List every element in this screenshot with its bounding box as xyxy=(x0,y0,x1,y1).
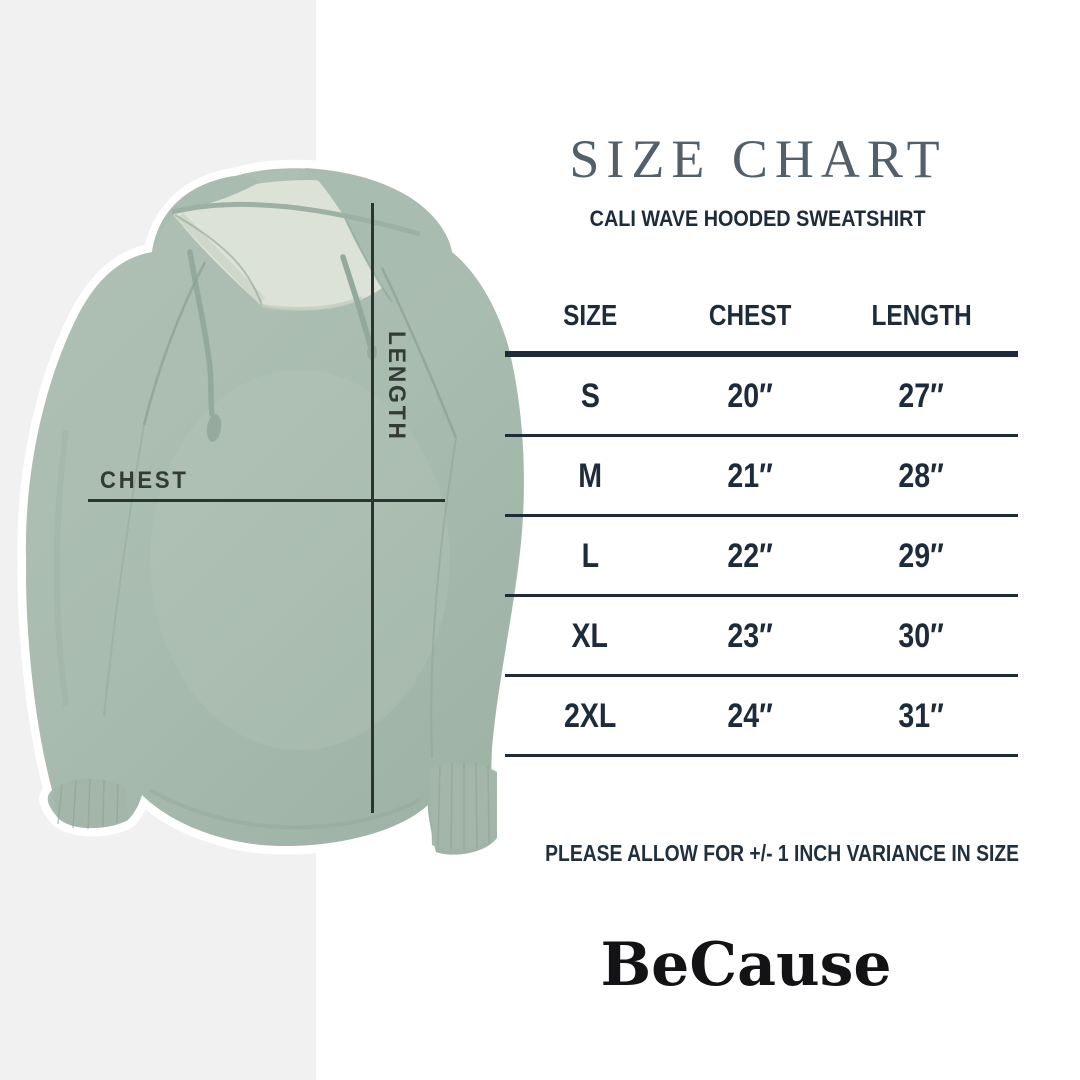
drawstring-right xyxy=(340,254,373,348)
page-subtitle-text: CALI WAVE HOODED SWEATSHIRT xyxy=(590,206,926,231)
neckline-trim xyxy=(171,201,421,237)
hem-seam xyxy=(149,788,421,830)
size-chart-table: SIZE CHEST LENGTH S 20″ 27″ M 21″ xyxy=(505,282,1018,757)
cuff-left-ribbing xyxy=(57,778,119,830)
fabric-highlight xyxy=(150,370,450,750)
cuff-left xyxy=(52,778,128,829)
length-value: 29″ xyxy=(898,536,945,575)
size-value: M xyxy=(578,456,602,495)
brand-logo: BeCause xyxy=(600,930,892,1000)
table-header-row: SIZE CHEST LENGTH xyxy=(505,282,1018,357)
column-header-size: SIZE xyxy=(562,300,618,332)
variance-note: PLEASE ALLOW FOR +/- 1 INCH VARIANCE IN … xyxy=(500,840,1020,867)
fleece-fold-shadow xyxy=(176,212,266,305)
table-row-m: M 21″ 28″ xyxy=(505,437,1018,517)
chest-value: 23″ xyxy=(727,616,773,655)
size-value: L xyxy=(581,536,599,575)
chest-value: 22″ xyxy=(727,536,773,575)
length-value: 31″ xyxy=(898,696,945,735)
table-row-s: S 20″ 27″ xyxy=(505,357,1018,437)
hood-right-flap xyxy=(305,168,452,302)
chest-value: 21″ xyxy=(727,456,773,495)
column-header-chest: CHEST xyxy=(708,300,792,332)
column-header-length: LENGTH xyxy=(871,300,972,332)
table-row-l: L 22″ 29″ xyxy=(505,517,1018,597)
cuff-right-ribbing xyxy=(437,762,490,850)
vneck-left-seam xyxy=(174,214,263,306)
sleeve-crease-left xyxy=(54,429,69,707)
hoodie-body xyxy=(25,168,524,855)
chest-label: CHEST xyxy=(100,467,189,494)
length-value: 27″ xyxy=(898,376,945,415)
chest-value: 20″ xyxy=(727,376,773,415)
length-label: LENGTH xyxy=(383,331,410,442)
table-row-2xl: 2XL 24″ 31″ xyxy=(505,677,1018,757)
variance-note-text: PLEASE ALLOW FOR +/- 1 INCH VARIANCE IN … xyxy=(545,840,1020,866)
raglan-seam-right xyxy=(380,267,458,439)
page-subtitle: CALI WAVE HOODED SWEATSHIRT xyxy=(500,206,1016,232)
chest-value: 24″ xyxy=(727,696,773,735)
hood-left-flap xyxy=(152,175,260,252)
hoodie-svg xyxy=(17,159,533,864)
drawstring-left-knot xyxy=(206,414,222,442)
fleece-bottom-shadow xyxy=(261,296,363,312)
hood-flap-edge-seam xyxy=(343,215,393,303)
length-measure-line xyxy=(371,203,374,813)
page-title: SIZE CHART xyxy=(569,129,947,189)
length-value: 30″ xyxy=(898,616,945,655)
size-value: 2XL xyxy=(563,696,617,735)
sleeve-seam-left xyxy=(103,424,145,717)
raglan-seam-left xyxy=(142,261,207,426)
hoodie-illustration xyxy=(0,138,560,882)
table-row-xl: XL 23″ 30″ xyxy=(505,597,1018,677)
sleeve-seam-right xyxy=(430,437,457,759)
length-value: 28″ xyxy=(898,456,945,495)
size-value: S xyxy=(580,376,600,415)
size-value: XL xyxy=(571,616,609,655)
chest-measure-line xyxy=(88,499,445,502)
